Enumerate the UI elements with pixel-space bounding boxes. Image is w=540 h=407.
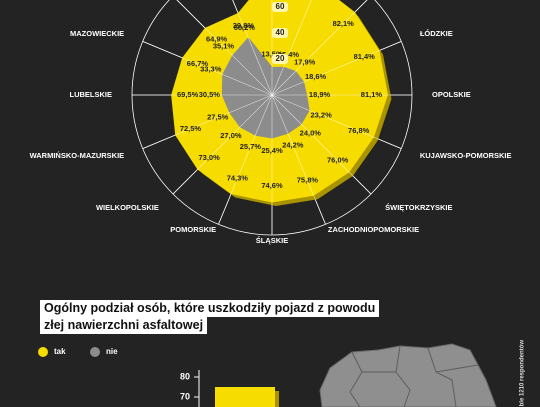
value-label: 27,5%: [207, 112, 229, 121]
category-label: ZACHODNIOPOMORSKIE: [328, 225, 419, 234]
value-label: 74,6%: [261, 181, 283, 190]
category-label: WARMIŃSKO-MAZURSKIE: [30, 151, 125, 160]
category-label: OPOLSKIE: [432, 90, 471, 99]
spoke: [271, 94, 402, 149]
value-label: 24,2%: [282, 140, 304, 149]
value-label: 33,3%: [200, 65, 222, 74]
value-label: 60,2%: [234, 23, 256, 32]
tick-bg: [272, 28, 288, 38]
source-note: ble 1210 respondentów: [520, 340, 526, 407]
spoke: [271, 94, 326, 225]
value-label: 27,0%: [220, 131, 242, 140]
spoke: [271, 41, 402, 96]
value-label: 72,5%: [180, 124, 202, 133]
legend-label: tak: [54, 347, 66, 356]
spoke: [172, 94, 273, 195]
value-label: 39,8%: [233, 21, 255, 30]
legend-swatch: [38, 347, 48, 357]
legend-swatch: [90, 347, 100, 357]
spoke: [176, 0, 273, 96]
category-label: MAZOWIECKIE: [70, 29, 124, 38]
category-label: LUBELSKIE: [69, 90, 112, 99]
value-label: 23,2%: [310, 110, 332, 119]
y-tick-label: 80: [180, 371, 190, 381]
category-label: POMORSKIE: [170, 225, 216, 234]
value-label: 81,4%: [354, 52, 376, 61]
r-tick-label: 40: [276, 28, 285, 37]
tick-bg: [272, 54, 288, 64]
value-label: 17,9%: [294, 57, 316, 66]
value-label: 74,3%: [227, 174, 249, 183]
category-label: WIELKOPOLSKIE: [96, 203, 159, 212]
bar: [215, 387, 275, 407]
value-label: 76,0%: [327, 156, 349, 165]
tick-bg: [272, 2, 288, 12]
value-label: 75,8%: [297, 175, 319, 184]
map: [319, 343, 497, 407]
value-label: 81,1%: [361, 90, 383, 99]
value-label: 64,9%: [206, 35, 228, 44]
value-label: 25,4%: [261, 146, 283, 155]
chart-title: złej nawierzchni asfaltowej: [40, 317, 208, 334]
value-label: 30,5%: [199, 90, 221, 99]
category-label: ŁÓDZKIE: [420, 29, 453, 38]
spoke: [218, 94, 273, 225]
legend-label: nie: [106, 347, 118, 356]
value-label: 73,0%: [198, 153, 220, 162]
value-label: 25,7%: [240, 142, 262, 151]
value-label: 15,4%: [278, 50, 300, 59]
spoke: [271, 0, 312, 96]
value-label: 69,5%: [177, 90, 199, 99]
spoke: [142, 94, 273, 149]
value-label: 35,1%: [213, 41, 235, 50]
y-tick-label: 70: [180, 391, 190, 401]
value-label: 18,9%: [309, 90, 331, 99]
r-tick-label: 60: [276, 2, 285, 11]
category-label: ŚWIĘTOKRZYSKIE: [385, 203, 452, 212]
category-label: ŚLĄSKIE: [256, 236, 289, 245]
spoke: [232, 0, 273, 96]
value-label: 76,8%: [348, 126, 370, 135]
value-label: 24,0%: [300, 128, 322, 137]
spoke: [142, 41, 273, 96]
value-label: 13,5%: [261, 49, 283, 58]
spoke: [271, 0, 368, 96]
r-tick-label: 20: [276, 54, 285, 63]
value-label: 18,6%: [305, 72, 327, 81]
spoke: [271, 94, 372, 195]
value-label: 82,1%: [333, 19, 355, 28]
value-label: 66,7%: [187, 59, 209, 68]
chart-title: Ogólny podział osób, które uszkodziły po…: [40, 300, 380, 317]
category-label: KUJAWSKO-POMORSKIE: [420, 151, 512, 160]
